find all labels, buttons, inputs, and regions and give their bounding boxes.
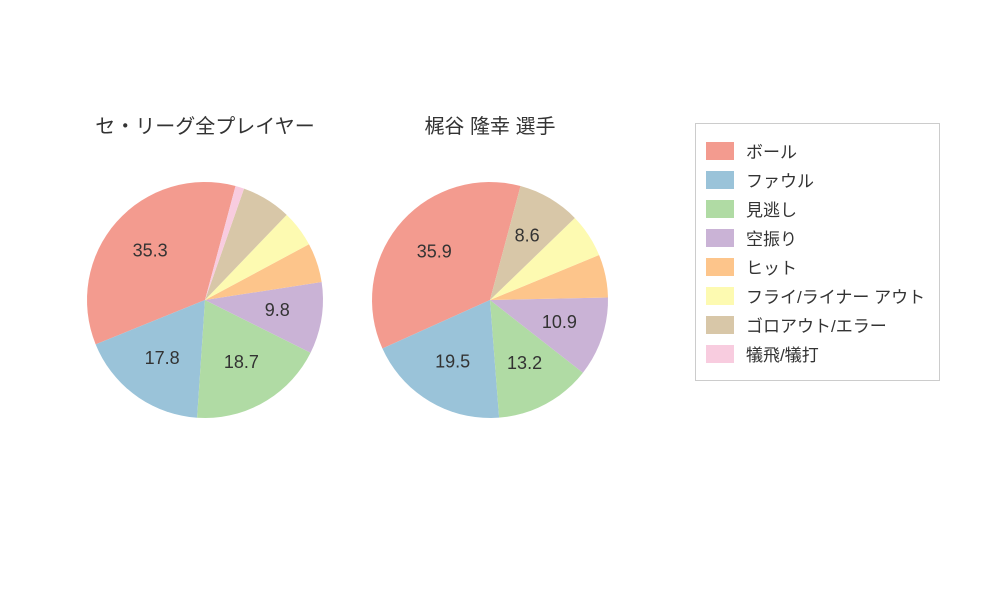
- legend: ボールファウル見逃し空振りヒットフライ/ライナー アウトゴロアウト/エラー犠飛/…: [695, 123, 940, 381]
- legend-item-swing_miss: 空振り: [706, 225, 925, 250]
- legend-label: 空振り: [746, 225, 797, 250]
- legend-item-sac: 犠飛/犠打: [706, 341, 925, 366]
- legend-item-fly_liner: フライ/ライナー アウト: [706, 283, 925, 308]
- pie-title-league: セ・リーグ全プレイヤー: [95, 110, 314, 139]
- legend-item-looking: 見逃し: [706, 196, 925, 221]
- legend-swatch-ball: [706, 142, 734, 160]
- legend-swatch-hit: [706, 258, 734, 276]
- legend-label: 犠飛/犠打: [746, 341, 819, 366]
- legend-label: ヒット: [746, 254, 797, 279]
- legend-label: 見逃し: [746, 196, 797, 221]
- legend-swatch-fly_liner: [706, 287, 734, 305]
- legend-item-foul: ファウル: [706, 167, 925, 192]
- legend-label: ファウル: [746, 167, 814, 192]
- legend-swatch-looking: [706, 200, 734, 218]
- pie-player: 35.919.513.210.98.6: [342, 152, 638, 448]
- legend-label: フライ/ライナー アウト: [746, 283, 925, 308]
- legend-item-ground_err: ゴロアウト/エラー: [706, 312, 925, 337]
- legend-label: ボール: [746, 138, 797, 163]
- legend-swatch-swing_miss: [706, 229, 734, 247]
- legend-swatch-foul: [706, 171, 734, 189]
- legend-swatch-sac: [706, 345, 734, 363]
- legend-swatch-ground_err: [706, 316, 734, 334]
- legend-item-ball: ボール: [706, 138, 925, 163]
- pie-league: 35.317.818.79.8: [57, 152, 353, 448]
- chart-stage: 35.317.818.79.8 セ・リーグ全プレイヤー 35.919.513.210…: [0, 0, 1000, 600]
- pie-title-player: 梶谷 隆幸 選手: [424, 110, 555, 139]
- legend-item-hit: ヒット: [706, 254, 925, 279]
- legend-label: ゴロアウト/エラー: [746, 312, 887, 337]
